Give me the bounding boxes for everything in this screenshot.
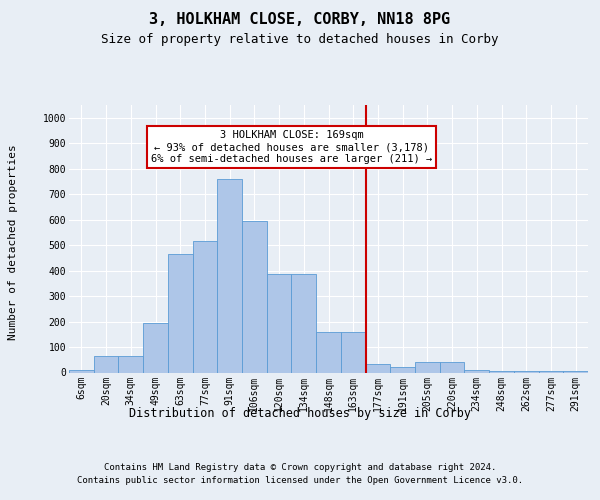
Text: Size of property relative to detached houses in Corby: Size of property relative to detached ho…	[101, 32, 499, 46]
Bar	[267, 274, 292, 372]
Bar	[341, 332, 365, 372]
Bar	[365, 364, 390, 372]
Bar	[193, 242, 217, 372]
Bar	[69, 370, 94, 372]
Text: Number of detached properties: Number of detached properties	[8, 144, 18, 340]
Text: 3, HOLKHAM CLOSE, CORBY, NN18 8PG: 3, HOLKHAM CLOSE, CORBY, NN18 8PG	[149, 12, 451, 28]
Bar	[143, 323, 168, 372]
Bar	[390, 367, 415, 372]
Text: Distribution of detached houses by size in Corby: Distribution of detached houses by size …	[129, 408, 471, 420]
Text: Contains public sector information licensed under the Open Government Licence v3: Contains public sector information licen…	[77, 476, 523, 485]
Bar	[415, 362, 440, 372]
Bar	[563, 371, 588, 372]
Bar	[118, 356, 143, 372]
Bar	[440, 362, 464, 372]
Bar	[489, 371, 514, 372]
Bar	[539, 371, 563, 372]
Bar	[242, 221, 267, 372]
Bar	[316, 332, 341, 372]
Bar	[464, 370, 489, 372]
Bar	[94, 356, 118, 372]
Text: 3 HOLKHAM CLOSE: 169sqm
← 93% of detached houses are smaller (3,178)
6% of semi-: 3 HOLKHAM CLOSE: 169sqm ← 93% of detache…	[151, 130, 432, 164]
Bar	[217, 179, 242, 372]
Bar	[292, 274, 316, 372]
Text: Contains HM Land Registry data © Crown copyright and database right 2024.: Contains HM Land Registry data © Crown c…	[104, 462, 496, 471]
Bar	[168, 254, 193, 372]
Bar	[514, 371, 539, 372]
